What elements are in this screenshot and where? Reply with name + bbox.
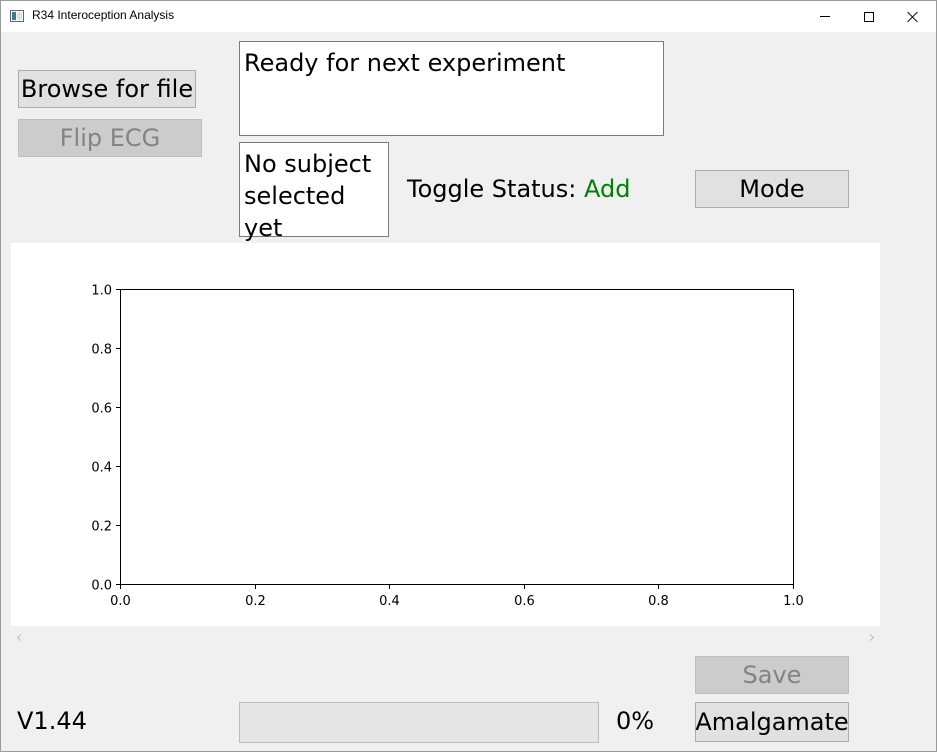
- y-tick-label: 0.0: [91, 579, 112, 594]
- maximize-icon: [864, 11, 874, 22]
- y-tick-label: 0.4: [91, 461, 112, 476]
- y-tick-label: 0.6: [91, 402, 112, 417]
- close-button[interactable]: [890, 1, 936, 32]
- x-tick-label: 0.8: [648, 594, 669, 609]
- plot-canvas[interactable]: 0.0 0.2 0.4 0.6 0.8 1.0 0.0 0.2 0.4 0.6 0.8 1.0: [11, 243, 880, 626]
- minimize-button[interactable]: [802, 1, 848, 32]
- x-tick-label: 0.2: [245, 594, 266, 609]
- title-bar[interactable]: R34 Interoception Analysis: [1, 1, 936, 32]
- x-tick-label: 0.0: [110, 594, 131, 609]
- x-tick-label: 0.6: [514, 594, 535, 609]
- close-icon: [907, 11, 919, 23]
- plot-svg: 0.0 0.2 0.4 0.6 0.8 1.0 0.0 0.2 0.4 0.6 0.8 1.0: [91, 284, 804, 610]
- window-title: R34 Interoception Analysis: [32, 8, 175, 22]
- maximize-button[interactable]: [846, 1, 892, 32]
- progress-bar: [239, 702, 599, 743]
- x-tick-label: 0.4: [379, 594, 400, 609]
- minimize-icon: [820, 16, 830, 17]
- toggle-status: Toggle Status: Add: [407, 175, 630, 203]
- plot-axes-frame: [120, 289, 794, 585]
- toggle-status-label: Toggle Status:: [407, 175, 577, 203]
- browse-for-file-button[interactable]: Browse for file: [18, 70, 196, 108]
- amalgamate-button[interactable]: Amalgamate: [695, 702, 849, 742]
- y-tick-label: 1.0: [91, 284, 112, 299]
- x-tick-label: 1.0: [783, 594, 804, 609]
- flip-ecg-button[interactable]: Flip ECG: [18, 119, 202, 157]
- version-label: V1.44: [17, 707, 87, 735]
- toggle-status-value: Add: [584, 175, 631, 203]
- status-message-box: Ready for next experiment: [239, 41, 664, 136]
- subject-box: No subject selected yet: [239, 142, 389, 242]
- scroll-left-icon[interactable]: [15, 634, 23, 642]
- progress-label: 0%: [616, 707, 655, 735]
- subject-line-1: No subject: [244, 150, 372, 178]
- subject-line-2: selected yet: [244, 182, 346, 242]
- app-icon: [10, 10, 24, 22]
- y-tick-label: 0.2: [91, 520, 112, 535]
- scroll-right-icon[interactable]: [868, 634, 876, 642]
- status-message: Ready for next experiment: [244, 49, 566, 77]
- mode-button[interactable]: Mode: [695, 170, 849, 208]
- y-tick-label: 0.8: [91, 343, 112, 358]
- save-button[interactable]: Save: [695, 656, 849, 694]
- horizontal-scrollbar[interactable]: [11, 630, 880, 647]
